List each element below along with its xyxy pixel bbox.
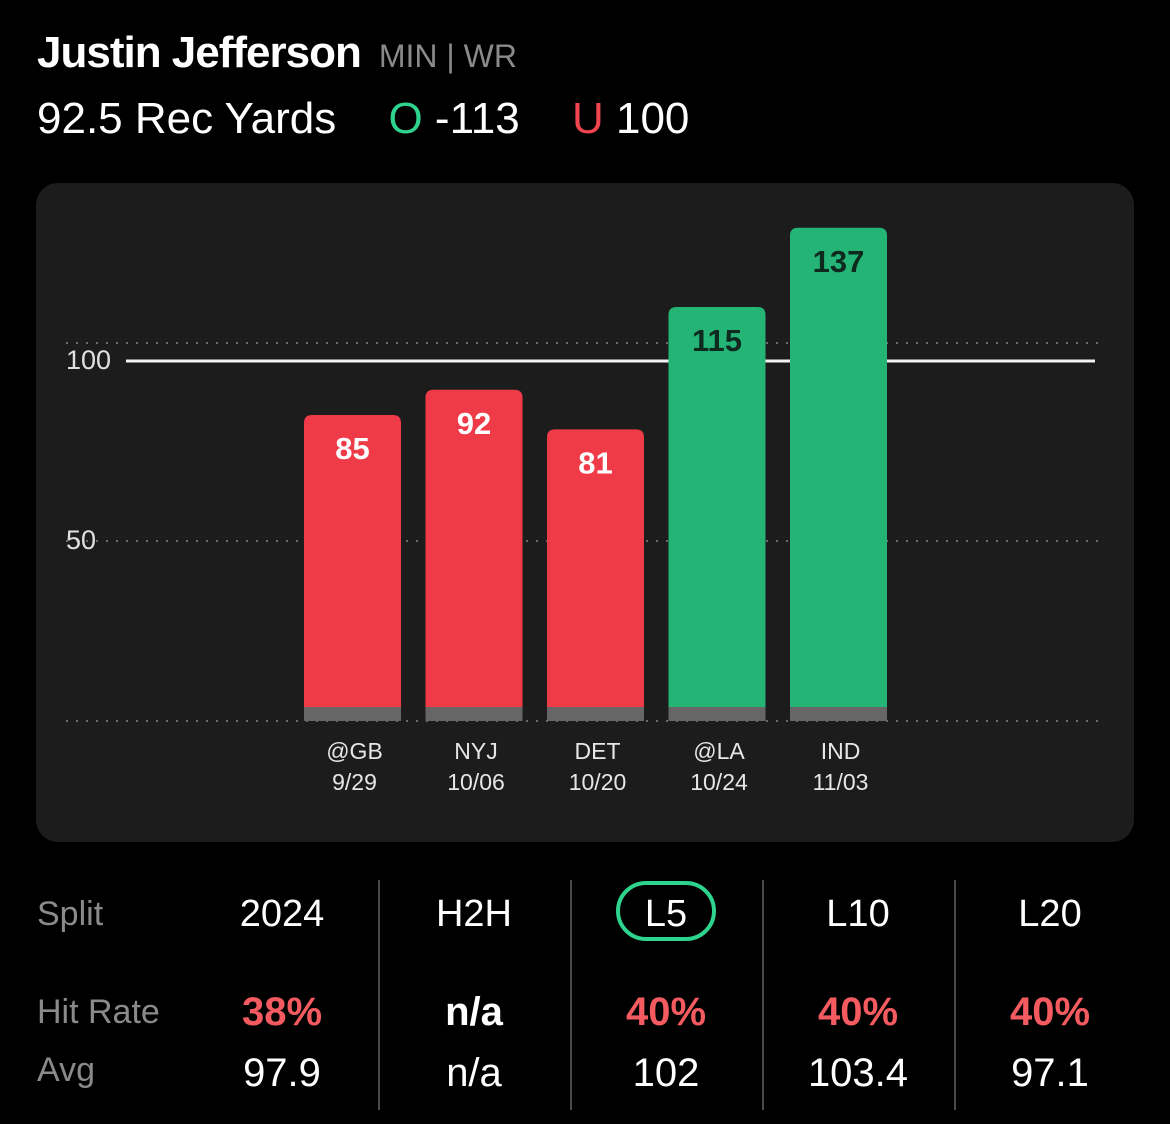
hit-rate-value: 40% (817, 990, 899, 1034)
bar (790, 227, 887, 722)
x-tick-date: 10/24 (690, 769, 748, 795)
over-odds[interactable]: O -113 (348, 94, 519, 144)
split-column-l10[interactable]: L10 40% 103.4 (762, 860, 954, 1124)
avg-value: 97.9 (243, 1051, 321, 1095)
column-divider (762, 880, 764, 1110)
bar-value-label: 92 (457, 406, 491, 441)
y-tick-label: 100 (66, 345, 111, 375)
split-tab[interactable]: L5 (644, 893, 688, 935)
hit-rate-value: 40% (625, 990, 707, 1034)
split-label: Split (37, 895, 104, 933)
x-tick-opponent: @LA (693, 738, 745, 764)
selected-tab-indicator (616, 881, 716, 941)
x-tick-opponent: DET (575, 738, 621, 764)
hit-rate-value: 38% (241, 990, 323, 1034)
under-odds-value: 100 (615, 94, 690, 143)
avg-value: 103.4 (807, 1051, 909, 1095)
split-tab[interactable]: 2024 (239, 893, 325, 935)
split-column-h2h[interactable]: H2H n/a n/a (378, 860, 570, 1124)
column-divider (570, 880, 572, 1110)
y-tick-label: 50 (66, 525, 96, 555)
bar-base (790, 707, 887, 721)
split-tab[interactable]: L20 (1018, 893, 1082, 935)
x-tick-date: 10/06 (447, 769, 505, 795)
player-header: Justin Jefferson MIN | WR (37, 28, 517, 78)
x-tick-opponent: @GB (326, 738, 383, 764)
bar (304, 415, 401, 721)
hit-rate-value: n/a (445, 990, 503, 1034)
under-icon: U (571, 94, 604, 143)
team-position: MIN | WR (378, 38, 517, 74)
column-divider (378, 880, 380, 1110)
over-icon: O (388, 94, 423, 143)
bar-value-label: 85 (335, 431, 369, 466)
player-name: Justin Jefferson (37, 28, 362, 77)
prop-line: 92.5 Rec Yards O -113 U 100 (37, 94, 689, 144)
bar (425, 389, 523, 721)
bar-value-label: 115 (692, 323, 742, 358)
bar-base (304, 707, 401, 721)
split-tab[interactable]: H2H (435, 893, 513, 935)
under-odds[interactable]: U 100 (532, 94, 689, 144)
bar-value-label: 81 (578, 445, 612, 480)
bar-base (547, 707, 644, 721)
bar (668, 307, 766, 721)
split-tab[interactable]: L10 (826, 893, 890, 935)
split-column-l5[interactable]: L5 40% 102 (570, 860, 762, 1124)
avg-label: Avg (37, 1051, 95, 1089)
x-tick-date: 11/03 (813, 769, 869, 795)
prop-label: 92.5 Rec Yards (37, 94, 337, 143)
hit-rate-value: 40% (1009, 990, 1091, 1034)
x-tick-opponent: IND (821, 738, 861, 764)
game-log-chart: 50 100 85 @GB 9/29 92 NYJ 10/06 81 DET 10/20 115 @LA… (36, 183, 1134, 842)
split-column-2024[interactable]: 2024 38% 97.9 (186, 860, 378, 1124)
avg-value: n/a (446, 1051, 502, 1095)
hit-rate-label: Hit Rate (37, 993, 160, 1031)
bar-value-label: 137 (813, 244, 865, 279)
bar-base (668, 707, 766, 721)
avg-value: 102 (632, 1051, 700, 1095)
chart-svg: 50 100 85 @GB 9/29 92 NYJ 10/06 81 DET 10/20 115 @LA… (66, 227, 1102, 795)
column-divider (954, 880, 956, 1110)
x-tick-date: 9/29 (332, 769, 377, 795)
bar-base (425, 707, 523, 721)
avg-value: 97.1 (1011, 1051, 1089, 1095)
x-tick-date: 10/20 (569, 769, 627, 795)
bar (547, 429, 644, 721)
split-column-l20[interactable]: L20 40% 97.1 (954, 860, 1146, 1124)
x-tick-opponent: NYJ (454, 738, 497, 764)
over-odds-value: -113 (434, 94, 520, 143)
splits-table: Split Hit Rate Avg 2024 38% 97.9 H2H n/a n/a L… (0, 860, 1170, 1124)
